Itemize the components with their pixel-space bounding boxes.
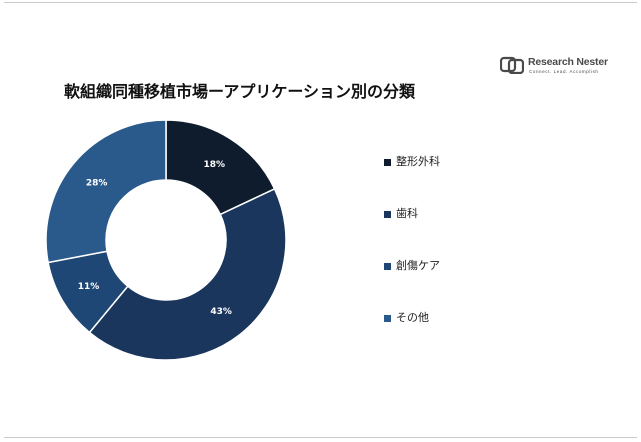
donut-data-labels: 18% 43% 11% 28% (78, 160, 232, 317)
legend-swatch (384, 159, 391, 166)
slice-data-label: 43% (210, 307, 232, 317)
legend-label: 創傷ケア (396, 259, 440, 272)
legend-swatch (384, 211, 391, 218)
slice-data-label: 11% (78, 282, 100, 292)
slice-data-label: 18% (203, 160, 225, 170)
slice-data-label: 28% (86, 179, 108, 189)
logo-mark-icon (500, 56, 524, 74)
top-divider (4, 2, 637, 3)
legend-swatch (384, 263, 391, 270)
donut-slice (45, 119, 167, 264)
research-nester-logo: Research Nester Connect. Lead. Accomplis… (500, 54, 630, 78)
brand-name: Research Nester (528, 56, 608, 68)
legend-label: その他 (396, 311, 429, 324)
brand-tagline: Connect. Lead. Accomplish (529, 69, 599, 74)
bottom-divider (4, 437, 637, 438)
chart-title: 軟組織同種移植市場ーアプリケーション別の分類 (64, 82, 416, 101)
donut-slice (88, 187, 287, 361)
legend-label: 整形外科 (396, 155, 440, 168)
legend-swatch (384, 315, 391, 322)
donut-slices (45, 119, 287, 361)
legend-label: 歯科 (396, 207, 418, 220)
